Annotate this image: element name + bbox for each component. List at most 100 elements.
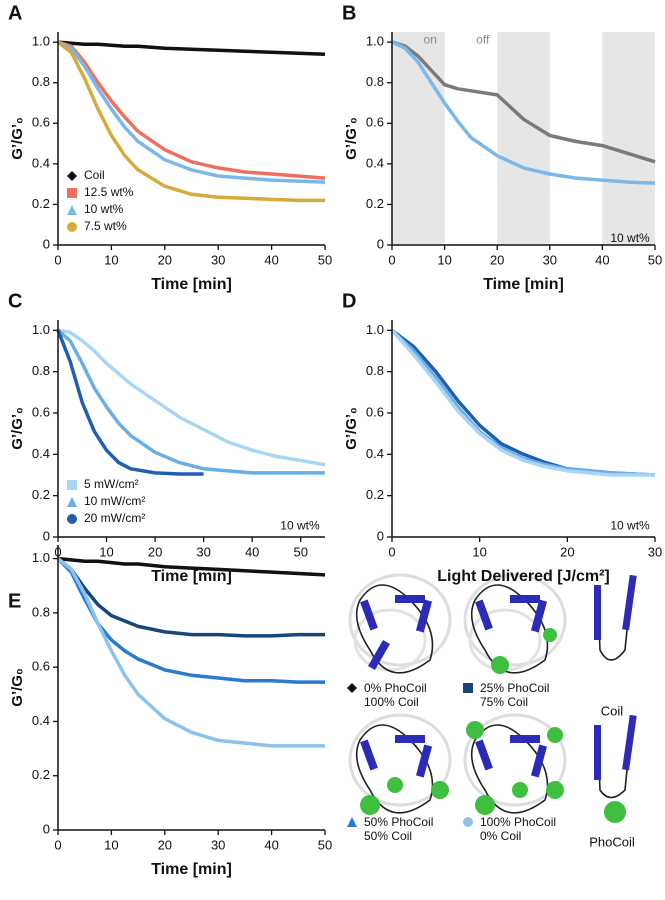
x-tick-label: 40 xyxy=(595,252,609,267)
series-line xyxy=(390,328,656,477)
y-tick-label: 0.2 xyxy=(32,487,50,502)
series-line xyxy=(57,40,326,184)
legend-marker xyxy=(67,188,77,198)
legend-marker xyxy=(347,683,357,693)
series-line xyxy=(390,329,656,477)
y-tick-label: 0.6 xyxy=(32,115,50,130)
x-axis-label: Light Delivered [J/cm²] xyxy=(437,568,609,585)
y-tick-label: 0.2 xyxy=(32,196,50,211)
y-tick-label: 1.0 xyxy=(366,322,384,337)
annotation: 10 wt% xyxy=(280,518,320,532)
series-line xyxy=(391,40,656,185)
illustrations: Coil PhoCoil xyxy=(348,573,637,849)
x-tick-label: 10 xyxy=(99,544,113,559)
series-line xyxy=(57,328,326,467)
x-tick-label: 20 xyxy=(560,544,574,559)
series-line xyxy=(57,40,326,57)
y-axis-label: G’/G₀ xyxy=(9,668,26,706)
panel: E 0 0.2 0.4 0.6 0.8 1.0 0 10 20 30 40 50 Time [min] G’… xyxy=(8,545,473,878)
network-0 xyxy=(348,573,452,674)
x-tick-label: 50 xyxy=(318,837,332,852)
series-line xyxy=(56,557,325,638)
series-line xyxy=(390,329,655,477)
annotation: 10 wt% xyxy=(610,231,650,245)
y-tick-label: 0.4 xyxy=(32,713,50,728)
network-2 xyxy=(348,713,452,815)
legend-marker xyxy=(67,171,77,181)
series-line xyxy=(56,40,325,203)
y-tick-label: 0 xyxy=(377,528,384,543)
series-line xyxy=(56,557,325,684)
legend-marker xyxy=(463,683,473,693)
y-tick-label: 0.6 xyxy=(366,404,384,419)
panel-letter: A xyxy=(8,2,22,24)
panel: D 0 0.2 0.4 0.6 0.8 1.0 0 10 20 30 Light Delivered … xyxy=(342,290,662,585)
x-tick-label: 40 xyxy=(264,252,278,267)
y-tick-label: 0.6 xyxy=(32,659,50,674)
panel-letter: D xyxy=(342,290,356,312)
x-axis-label: Time [min] xyxy=(151,568,232,585)
x-axis-label: Time [min] xyxy=(483,276,564,293)
x-tick-label: 10 xyxy=(437,252,451,267)
series-line xyxy=(56,329,204,476)
y-tick-label: 0.8 xyxy=(32,363,50,378)
legend-label: 7.5 wt% xyxy=(84,219,127,233)
x-tick-label: 20 xyxy=(158,252,172,267)
phocoil-icon xyxy=(594,714,637,823)
y-tick-label: 1.0 xyxy=(32,34,50,49)
y-tick-label: 0 xyxy=(377,236,384,251)
x-tick-label: 30 xyxy=(196,544,210,559)
x-tick-label: 0 xyxy=(388,544,395,559)
annotation: on xyxy=(424,33,437,47)
x-tick-label: 50 xyxy=(318,252,332,267)
x-tick-label: 40 xyxy=(245,544,259,559)
legend-label: 50% PhoCoil 50% Coil xyxy=(364,815,434,843)
y-tick-label: 0.2 xyxy=(366,487,384,502)
x-axis-label: Time [min] xyxy=(151,861,232,878)
legend-label: 5 mW/cm² xyxy=(84,477,139,491)
legend-label: 0% PhoCoil 100% Coil xyxy=(364,681,427,709)
y-tick-label: 0.6 xyxy=(366,115,384,130)
legend-marker xyxy=(67,514,77,524)
x-tick-label: 30 xyxy=(211,837,225,852)
series-line xyxy=(57,40,326,180)
y-tick-label: 0.2 xyxy=(32,767,50,782)
coil-icon xyxy=(594,574,637,661)
x-tick-label: 20 xyxy=(158,837,172,852)
x-tick-label: 10 xyxy=(104,252,118,267)
legend-marker xyxy=(67,497,77,507)
x-tick-label: 0 xyxy=(54,252,61,267)
y-axis-label: G’/G’₀ xyxy=(343,117,360,160)
y-tick-label: 0.4 xyxy=(32,446,50,461)
x-tick-label: 0 xyxy=(388,252,395,267)
series-line xyxy=(56,557,325,748)
shaded-region xyxy=(602,32,655,245)
x-tick-label: 10 xyxy=(104,837,118,852)
y-tick-label: 0 xyxy=(43,236,50,251)
x-tick-label: 20 xyxy=(490,252,504,267)
y-tick-label: 0.4 xyxy=(366,155,384,170)
y-tick-label: 0.8 xyxy=(32,604,50,619)
illustration-label: PhoCoil xyxy=(589,834,635,849)
illustration-label: Coil xyxy=(601,703,624,718)
x-tick-label: 50 xyxy=(648,252,662,267)
panel: B 0 0.2 0.4 0.6 0.8 1.0 0 10 20 30 40 50 Time [min] G’… xyxy=(342,2,662,293)
y-tick-label: 0.2 xyxy=(366,196,384,211)
series-line xyxy=(391,40,656,164)
shaded-region xyxy=(497,32,550,245)
y-tick-label: 0 xyxy=(43,821,50,836)
series-line xyxy=(57,556,326,577)
legend-label: 10 mW/cm² xyxy=(84,494,145,508)
legend-marker xyxy=(463,817,473,827)
y-axis-label: G’/G’₀ xyxy=(343,407,360,450)
x-axis-label: Time [min] xyxy=(151,276,232,293)
legend-label: 20 mW/cm² xyxy=(84,511,145,525)
y-tick-label: 0.4 xyxy=(32,155,50,170)
x-tick-label: 30 xyxy=(543,252,557,267)
panel-letter: E xyxy=(8,590,21,612)
legend-label: 10 wt% xyxy=(84,202,124,216)
legend-marker xyxy=(347,817,357,827)
y-tick-label: 1.0 xyxy=(366,34,384,49)
panel: A 0 0.2 0.4 0.6 0.8 1.0 0 10 20 30 40 50 Time [min] G’… xyxy=(8,2,332,293)
